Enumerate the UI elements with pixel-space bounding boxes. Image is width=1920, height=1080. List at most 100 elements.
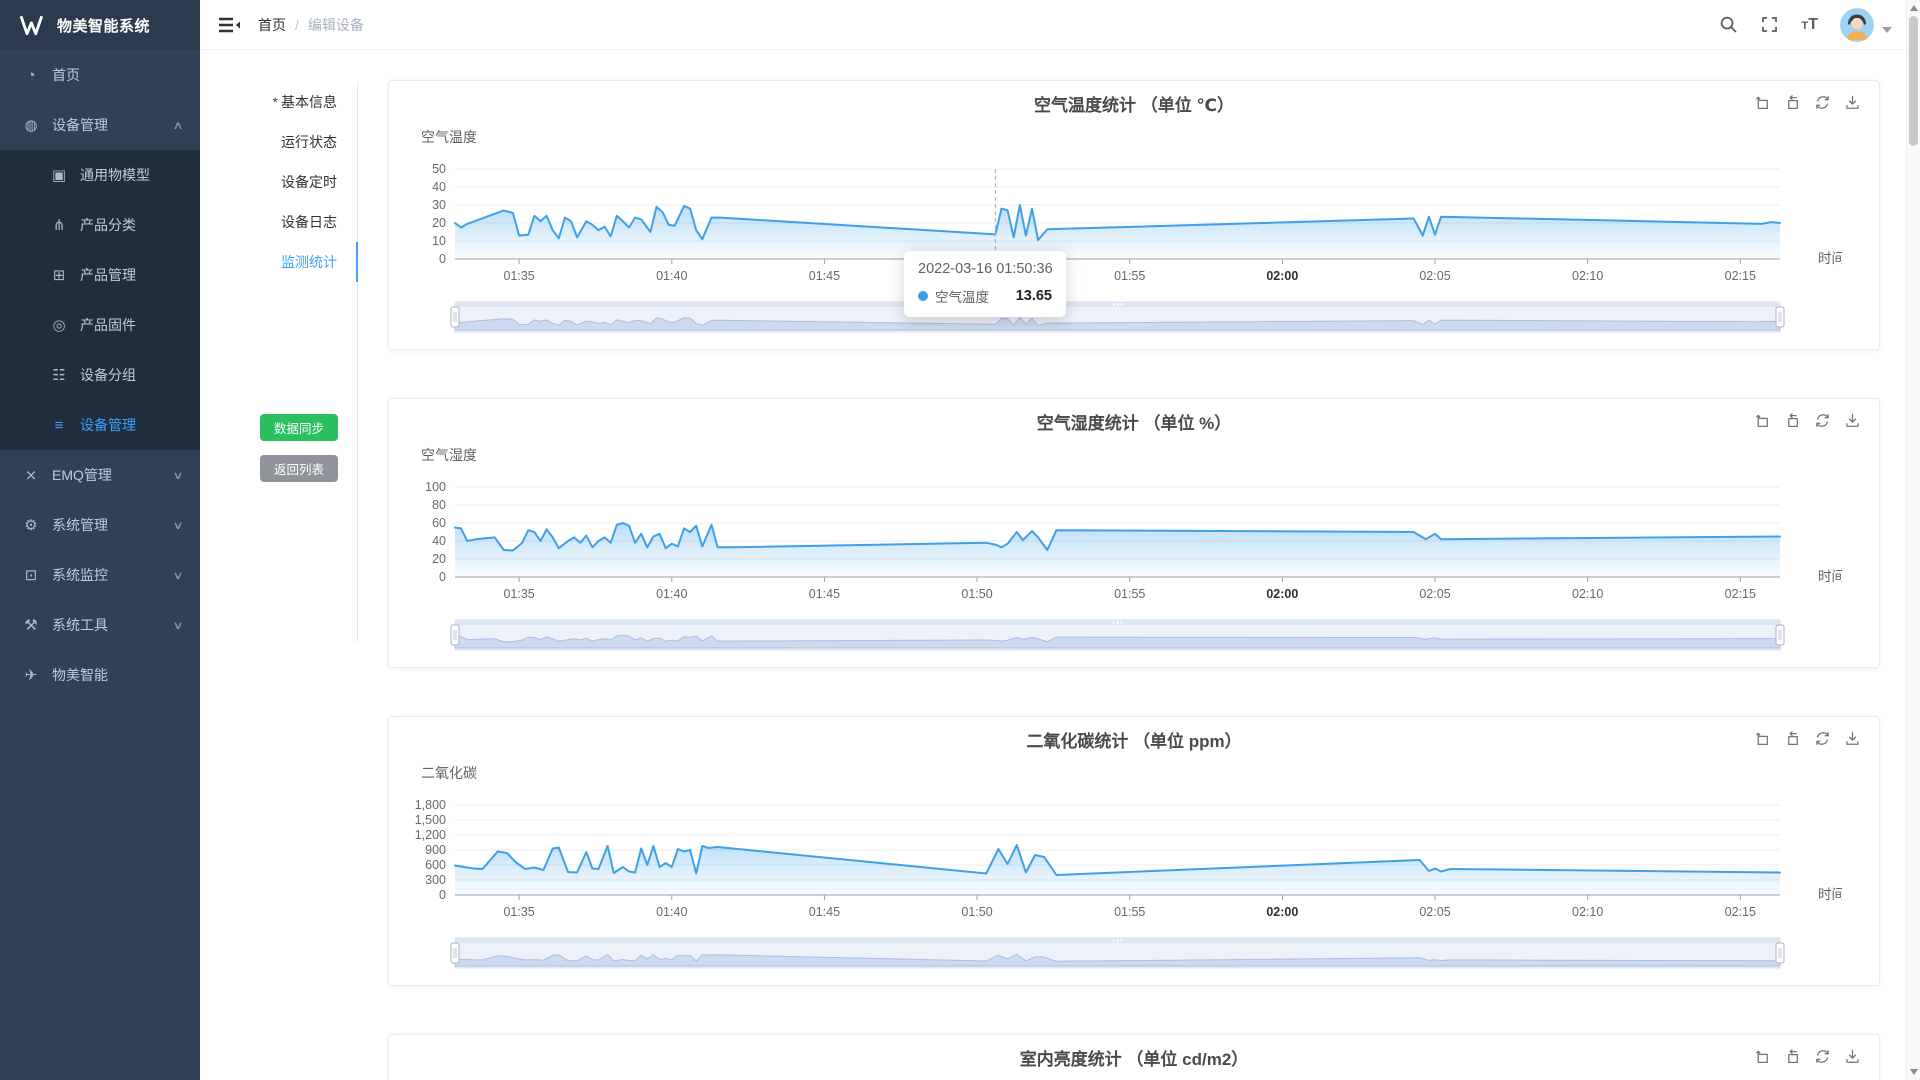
sidebar-item-dashboard[interactable]: ◔ 首页 [0,50,200,100]
tab-运行状态[interactable]: 运行状态 [281,134,337,150]
svg-text:02:10: 02:10 [1572,587,1603,601]
search-icon[interactable] [1719,15,1738,34]
datazoom-back-icon[interactable] [1784,730,1801,747]
svg-text:20: 20 [432,552,446,566]
download-icon[interactable] [1844,1048,1861,1065]
sidebar-item-label: 产品管理 [80,267,136,283]
svg-text:01:55: 01:55 [1114,269,1145,283]
datazoom-icon[interactable] [1754,412,1771,429]
sidebar: 物美智能系统 ◔ 首页 ◍ 设备管理 ∧ ▣ 通用物模型 ⋔ 产品分类 ⊞ 产品管理 ◎ 产品固件 ☷ 设备… [0,0,200,1080]
user-menu[interactable] [1840,7,1892,42]
chart-canvas-air-humidity[interactable]: 0 20 40 60 80 100 01:35 01:40 01:45 01:50 01:55 02:… [407,467,1842,657]
sidebar-item-brand-link[interactable]: ✈ 物美智能 [0,650,200,700]
chart-legend[interactable]: 空气温度 [421,129,477,145]
sidebar-item-system-monitor[interactable]: ⊡ 系统监控 ∨ [0,550,200,600]
required-asterisk: * [272,94,278,110]
scroll-up-arrow[interactable] [1910,5,1918,11]
svg-text:01:45: 01:45 [809,905,840,919]
restore-icon[interactable] [1814,730,1831,747]
chart-card-co2: 二氧化碳统计 （单位 ppm） 二氧化碳 0 300 600 900 1,200 1,50… [388,716,1880,986]
svg-text:01:50: 01:50 [961,587,992,601]
sidebar-item-label: 物美智能 [52,667,108,683]
topbar: 首页 / 编辑设备 TT [200,0,1920,50]
product-category-icon: ⋔ [52,217,66,234]
restore-icon[interactable] [1814,94,1831,111]
chart-card-indoor-brightness: 室内亮度统计 （单位 cd/m2） [388,1034,1880,1080]
tooltip-series: 空气温度 [935,290,989,305]
breadcrumb-home[interactable]: 首页 [258,16,286,33]
svg-text:时间: 时间 [1818,251,1842,266]
sidebar-item-system-tools[interactable]: ⚒ 系统工具 ∨ [0,600,200,650]
sidebar-item-emq-manage[interactable]: ⨯ EMQ管理 ∨ [0,450,200,500]
data-sync-button[interactable]: 数据同步 [260,414,338,441]
datazoom-back-icon[interactable] [1784,412,1801,429]
svg-text:01:35: 01:35 [503,905,534,919]
datazoom-back-icon[interactable] [1784,1048,1801,1065]
chart-legend[interactable]: 二氧化碳 [421,765,477,781]
download-icon[interactable] [1844,412,1861,429]
chevron-down-icon: ∨ [172,469,184,482]
svg-text:02:15: 02:15 [1725,587,1756,601]
svg-text:80: 80 [432,498,446,512]
back-to-list-button[interactable]: 返回列表 [260,455,338,482]
page-scrollbar[interactable] [1906,0,1920,1080]
svg-text:60: 60 [432,516,446,530]
tooltip-datetime: 2022-03-16 01:50:36 [918,261,1053,277]
svg-text:02:05: 02:05 [1419,587,1450,601]
sidebar-item-device-group[interactable]: ☷ 设备分组 [0,350,200,400]
emq-manage-icon: ⨯ [24,467,38,484]
chart-toolbox [1754,1048,1861,1065]
fullscreen-icon[interactable] [1760,15,1779,34]
scrollbar-thumb[interactable] [1909,16,1918,146]
sidebar-item-device-manage[interactable]: ◍ 设备管理 ∧ [0,100,200,150]
sidebar-item-firmware[interactable]: ◎ 产品固件 [0,300,200,350]
font-size-icon[interactable]: TT [1801,15,1818,33]
sidebar-item-system-manage[interactable]: ⚙ 系统管理 ∨ [0,500,200,550]
datazoom-icon[interactable] [1754,730,1771,747]
svg-text:1,500: 1,500 [415,813,446,827]
datazoom-handle[interactable] [1775,624,1785,646]
sidebar-item-device-list[interactable]: ≡ 设备管理 [0,400,200,450]
sidebar-item-product-category[interactable]: ⋔ 产品分类 [0,200,200,250]
chart-canvas-air-temperature[interactable]: 0102030405001:3501:4001:4501:5001:5502:0… [407,149,1842,339]
datazoom-handle[interactable] [450,624,460,646]
svg-text:0: 0 [439,888,446,902]
avatar[interactable] [1840,7,1874,42]
chevron-down-icon: ∨ [172,619,184,632]
sidebar-item-label: 设备管理 [80,417,136,433]
datazoom-icon[interactable] [1754,1048,1771,1065]
download-icon[interactable] [1844,94,1861,111]
collapse-sidebar-icon[interactable] [218,16,240,34]
svg-text:02:00: 02:00 [1266,269,1298,283]
datazoom-handle[interactable] [450,942,460,964]
chart-legend[interactable]: 空气湿度 [421,447,477,463]
sidebar-item-label: 系统管理 [52,517,108,533]
tab-设备日志[interactable]: 设备日志 [281,214,337,230]
tab-监测统计[interactable]: 监测统计 [281,254,337,270]
sidebar-item-thing-model[interactable]: ▣ 通用物模型 [0,150,200,200]
chart-title: 空气湿度统计 （单位 %） [1036,414,1232,433]
svg-text:时间: 时间 [1818,887,1842,902]
chevron-down-icon: ∨ [172,569,184,582]
chevron-up-icon: ∧ [172,119,184,132]
download-icon[interactable] [1844,730,1861,747]
sidebar-item-label: 设备分组 [80,367,136,383]
tab-基本信息[interactable]: * 基本信息 [272,94,337,110]
restore-icon[interactable] [1814,1048,1831,1065]
tab-设备定时[interactable]: 设备定时 [281,174,337,190]
scroll-down-arrow[interactable] [1910,1069,1918,1075]
sidebar-item-product-manage[interactable]: ⊞ 产品管理 [0,250,200,300]
datazoom-icon[interactable] [1754,94,1771,111]
svg-text:40: 40 [432,180,446,194]
datazoom-handle[interactable] [450,306,460,328]
datazoom-handle[interactable] [1775,306,1785,328]
restore-icon[interactable] [1814,412,1831,429]
datazoom-handle[interactable] [1775,942,1785,964]
sidebar-item-label: 系统监控 [52,567,108,583]
app-logo[interactable]: 物美智能系统 [0,0,200,50]
datazoom-back-icon[interactable] [1784,94,1801,111]
svg-text:20: 20 [432,216,446,230]
app-title: 物美智能系统 [57,17,151,35]
svg-text:02:10: 02:10 [1572,269,1603,283]
